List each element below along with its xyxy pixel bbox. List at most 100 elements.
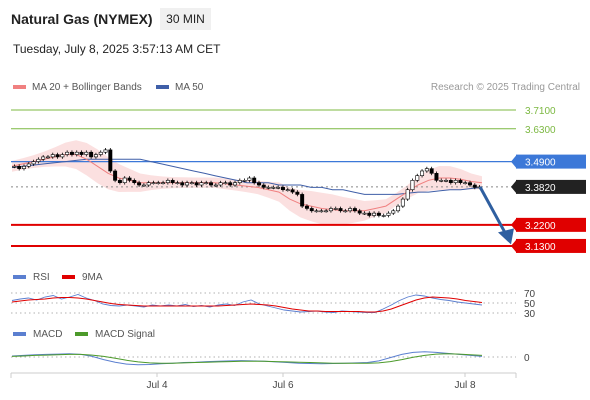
candle-body <box>122 177 127 183</box>
candle-body <box>189 182 194 184</box>
candle-body <box>381 215 386 217</box>
legend-ma20-swatch <box>13 85 26 89</box>
legend-rsi-label: RSI <box>33 272 50 283</box>
candle-body <box>146 182 151 186</box>
candle-body <box>261 184 266 188</box>
candle-body <box>304 205 309 209</box>
candle-body <box>74 151 79 155</box>
candle-body <box>372 212 377 216</box>
level-tag-3.3820 <box>516 179 586 194</box>
candle-body <box>93 154 98 158</box>
legend-ma20-label: MA 20 + Bollinger Bands <box>32 82 142 93</box>
rsi-level-50: 50 <box>524 299 536 310</box>
candle-body <box>218 182 223 186</box>
forecast-arrow-shaft <box>478 186 508 236</box>
x-tick-label-Jul-8: Jul 8 <box>454 380 476 391</box>
candle-body <box>276 187 281 189</box>
candle-body <box>357 210 362 214</box>
candle-body <box>242 180 247 182</box>
candle-body <box>108 149 113 172</box>
candle-body <box>17 165 22 169</box>
rsi-level-70: 70 <box>524 289 536 300</box>
candle-body <box>22 165 26 169</box>
candle-body <box>180 182 185 186</box>
candle-body <box>60 154 65 158</box>
level-tag-3.4900 <box>516 154 586 169</box>
candle-body <box>348 208 353 212</box>
candle-body <box>453 180 458 183</box>
macd-series-signal <box>11 353 483 364</box>
candle-body <box>424 168 429 172</box>
candle-body <box>161 182 166 184</box>
candle-body <box>69 151 74 155</box>
candle-body <box>237 180 242 183</box>
candle-body <box>36 158 41 162</box>
candle-body <box>137 182 142 186</box>
candle-body <box>117 180 122 183</box>
legend-macd-label: MACD <box>33 329 62 340</box>
x-axis-ticks: Jul 4 Jul 6 Jul 8 <box>146 373 476 391</box>
level-tag-pointer <box>511 218 516 231</box>
candle-body <box>391 210 396 214</box>
candle-body <box>338 208 343 212</box>
candle-body <box>127 177 132 181</box>
candle-body <box>429 168 434 174</box>
candle-body <box>367 212 372 216</box>
forecast-arrow <box>478 186 514 245</box>
candle-body <box>209 182 214 186</box>
candle-body <box>79 151 84 155</box>
candle-body <box>405 189 410 200</box>
candle-body <box>170 180 175 183</box>
rsi-series-9ma <box>11 296 483 313</box>
candles <box>12 148 482 218</box>
candle-body <box>420 170 425 176</box>
candle-body <box>165 180 170 183</box>
candle-body <box>309 208 314 212</box>
candle-body <box>280 187 285 191</box>
legend-ma50-swatch <box>156 85 169 89</box>
level-tag-pointer <box>511 180 516 193</box>
candle-body <box>324 210 329 213</box>
candle-body <box>328 208 333 212</box>
forecast-arrow-head <box>498 228 514 245</box>
candle-body <box>472 184 477 188</box>
ma20-polyline <box>11 154 483 212</box>
candle-body <box>151 182 156 184</box>
candle-body <box>410 180 415 191</box>
candle-body <box>132 180 137 183</box>
candle-body <box>468 182 472 186</box>
credit-text: Research © 2025 Trading Central <box>431 82 580 93</box>
level-label-3.7100: 3.7100 <box>525 106 556 117</box>
legend-rsi-swatch <box>13 275 26 279</box>
candle-body <box>185 182 190 186</box>
candle-body <box>233 182 237 186</box>
level-tag-3.2200 <box>516 217 586 232</box>
candle-body <box>266 187 271 189</box>
candle-body <box>98 151 103 155</box>
timeframe-badge[interactable]: 30 MIN <box>166 12 205 26</box>
ma50-line <box>11 158 483 195</box>
level-tag-pointer <box>511 239 516 252</box>
level-label-3.3820: 3.3820 <box>525 183 556 194</box>
candle-body <box>300 194 305 207</box>
candle-body <box>314 210 319 213</box>
legend-macd-signal-label: MACD Signal <box>95 329 155 340</box>
candle-body <box>434 173 439 181</box>
level-tag-3.1300 <box>516 238 586 253</box>
legend-rsi-ma-label: 9MA <box>82 272 103 283</box>
candle-body <box>396 205 401 212</box>
price-level-labels: 3.7100 3.6300 3.4900 3.3820 3.2200 3.1300 <box>511 106 586 253</box>
candle-body <box>213 184 218 187</box>
candle-body <box>285 189 290 192</box>
candle-body <box>204 182 209 184</box>
candle-body <box>141 184 146 187</box>
candle-body <box>458 180 463 183</box>
candle-body <box>444 180 449 182</box>
candle-body <box>194 182 199 186</box>
datetime-label: Tuesday, July 8, 2025 3:57:13 AM CET <box>13 42 221 56</box>
instrument-title: Natural Gas (NYMEX) <box>11 11 153 27</box>
candle-body <box>319 210 324 213</box>
timeframe-badge-bg[interactable] <box>160 8 211 30</box>
